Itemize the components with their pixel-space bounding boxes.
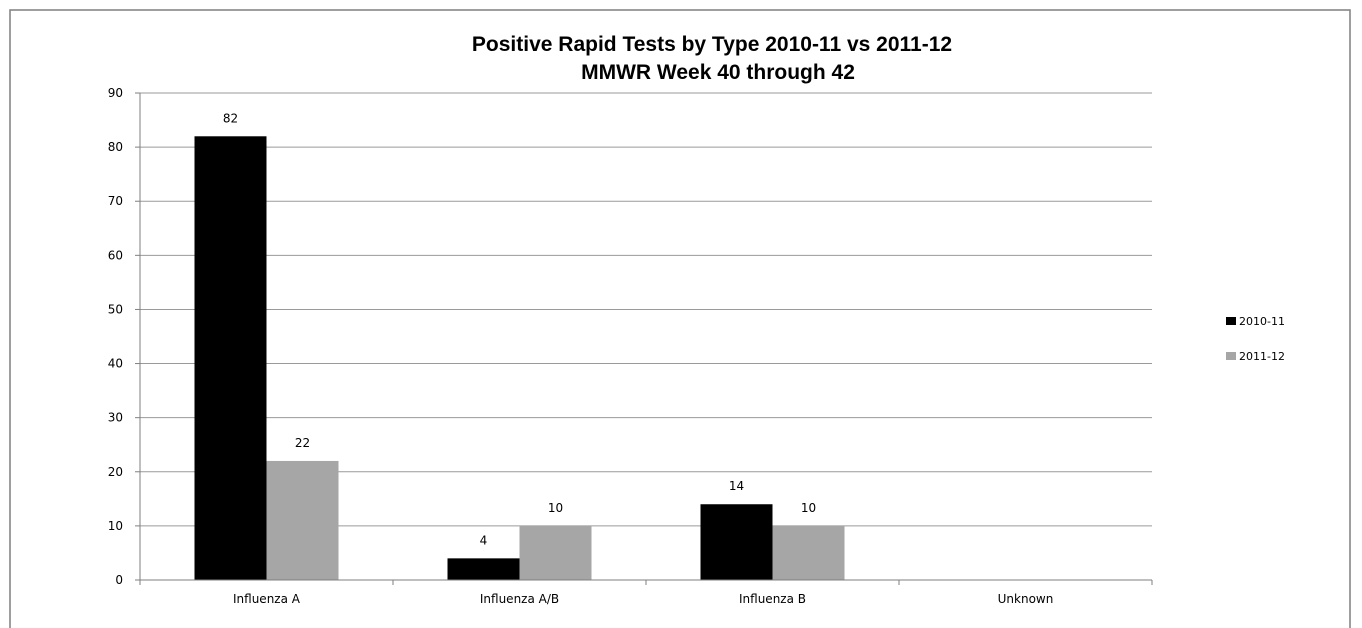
y-tick-label: 80	[108, 140, 123, 154]
chart-subtitle: MMWR Week 40 through 42	[581, 61, 855, 84]
data-label: 22	[295, 436, 310, 450]
y-tick-label: 60	[108, 248, 123, 262]
y-tick-label: 30	[108, 411, 123, 425]
y-tick-label: 20	[108, 465, 123, 479]
data-label: 82	[223, 111, 238, 125]
y-tick-label: 40	[108, 357, 123, 371]
y-tick-label: 10	[108, 519, 123, 533]
bar-2011-12-influenza-b	[773, 526, 845, 580]
chart-title: Positive Rapid Tests by Type 2010-11 vs …	[472, 33, 952, 56]
data-label: 14	[729, 479, 744, 493]
x-category-label: Influenza A	[233, 592, 301, 606]
legend-swatch	[1226, 317, 1236, 325]
data-label: 4	[480, 533, 488, 547]
legend-label: 2011-12	[1239, 350, 1285, 363]
x-category-label: Unknown	[998, 592, 1054, 606]
y-tick-label: 90	[108, 86, 123, 100]
x-category-label: Influenza A/B	[480, 592, 559, 606]
data-label: 10	[548, 501, 563, 515]
data-label: 10	[801, 501, 816, 515]
legend-label: 2010-11	[1239, 315, 1285, 328]
bar-2010-11-influenza-a	[195, 136, 267, 580]
bar-2010-11-influenza-b	[701, 504, 773, 580]
x-category-label: Influenza B	[739, 592, 806, 606]
legend-swatch	[1226, 352, 1236, 360]
bar-2011-12-influenza-a-b	[520, 526, 592, 580]
y-tick-label: 0	[115, 573, 123, 587]
bar-2011-12-influenza-a	[267, 461, 339, 580]
y-tick-label: 70	[108, 194, 123, 208]
bar-2010-11-influenza-a-b	[448, 558, 520, 580]
y-tick-label: 50	[108, 302, 123, 316]
